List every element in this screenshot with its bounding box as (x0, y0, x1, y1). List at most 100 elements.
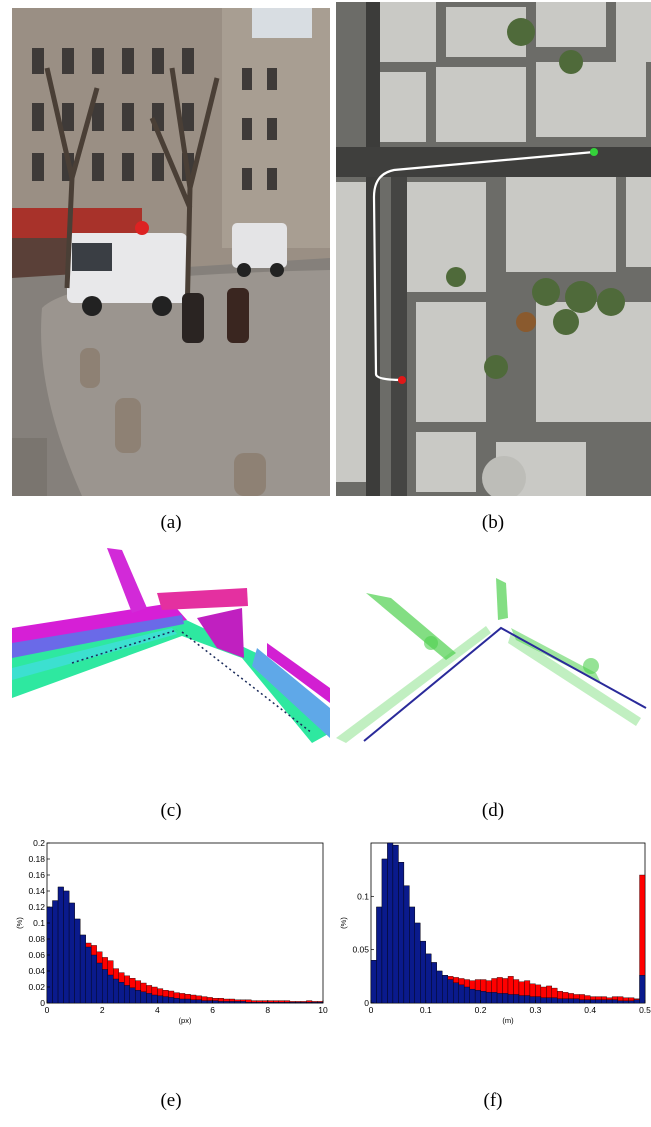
street-view-photo (12, 8, 331, 496)
bar-front-12 (113, 978, 119, 1004)
bar-front-0 (370, 960, 377, 1004)
bar-front-10 (425, 953, 432, 1004)
bar-front-33 (551, 997, 558, 1004)
y-tick-label: 0 (40, 998, 45, 1008)
bar-front-28 (524, 995, 531, 1004)
bar-front-12 (436, 970, 443, 1004)
bar-front-45 (617, 1000, 624, 1004)
bar-front-41 (273, 1002, 280, 1004)
bar-front-3 (63, 890, 70, 1004)
bar-front-28 (201, 1000, 208, 1004)
bar-front-26 (190, 999, 197, 1004)
y-axis-label: (%) (15, 917, 24, 929)
x-tick-label: 2 (100, 1005, 105, 1015)
bar-front-7 (85, 946, 92, 1004)
bar-front-37 (573, 998, 580, 1004)
bar-front-10 (102, 969, 108, 1004)
y-tick-label: 0.06 (28, 950, 45, 960)
bar-front-49 (639, 975, 646, 1004)
bar-front-13 (118, 982, 125, 1004)
bar-front-3 (387, 842, 394, 1004)
histogram-metric-error-svg: 0 0.1 0.2 0.3 0.4 0.5 0 0.05 0.1 (m) (%) (339, 842, 651, 1025)
bar-front-43 (606, 999, 613, 1004)
y-tick-label: 0 (364, 998, 369, 1008)
y-tick-label: 0.02 (28, 982, 45, 992)
x-tick-label: 0 (45, 1005, 50, 1015)
bar-front-11 (431, 962, 437, 1004)
bar-front-23 (173, 998, 180, 1004)
y-axis-label: (%) (339, 917, 348, 929)
bar-front-33 (228, 1001, 235, 1004)
caption-f: (f) (483, 1090, 503, 1111)
bar-front-21 (485, 992, 492, 1004)
x-tick-label: 0.2 (475, 1005, 487, 1015)
y-tick-label: 0.1 (33, 918, 45, 928)
bar-front-43 (284, 1002, 291, 1004)
bar-front-16 (135, 990, 142, 1004)
bar-front-25 (507, 994, 514, 1004)
bar-front-48 (311, 1002, 318, 1004)
bar-front-15 (453, 982, 459, 1004)
bar-front-49 (317, 1002, 324, 1004)
bar-front-9 (96, 962, 103, 1004)
bar-front-36 (245, 1002, 252, 1004)
bar-front-45 (295, 1002, 302, 1004)
bar-front-30 (535, 996, 542, 1004)
y-tick-label: 0.1 (357, 891, 369, 901)
bar-front-2 (381, 858, 388, 1004)
bar-front-4 (392, 844, 399, 1004)
caption-e: (e) (160, 1090, 182, 1111)
histogram-pixel-error: 0 2 4 6 8 10 0 0.02 0.04 0.06 0.08 0.1 0.12 0.14 0.16 0… (0, 835, 330, 1030)
bar-front-37 (251, 1002, 257, 1004)
bar-front-17 (463, 986, 470, 1004)
caption-b: (b) (481, 512, 505, 533)
bar-front-39 (584, 999, 591, 1004)
histogram-pixel-error-svg: 0 2 4 6 8 10 0 0.02 0.04 0.06 0.08 0.1 0.12 0.14 0.16 0… (15, 838, 328, 1025)
bar-front-7 (409, 906, 416, 1004)
caption-a: (a) (160, 512, 182, 533)
y-tick-label: 0.2 (33, 838, 45, 848)
bar-front-24 (179, 998, 186, 1004)
x-tick-label: 0.3 (529, 1005, 541, 1015)
x-tick-label: 0.1 (420, 1005, 432, 1015)
bar-front-21 (162, 996, 169, 1004)
bar-front-35 (240, 1001, 246, 1004)
bar-front-2 (57, 886, 64, 1004)
bar-front-29 (529, 996, 536, 1004)
x-tick-label: 6 (210, 1005, 215, 1015)
bar-front-15 (129, 987, 136, 1004)
bar-front-11 (107, 974, 114, 1004)
bar-front-48 (633, 999, 640, 1004)
bar-front-36 (568, 998, 574, 1004)
bar-front-32 (223, 1001, 230, 1004)
bar-front-14 (124, 985, 130, 1004)
x-tick-label: 4 (155, 1005, 160, 1015)
bar-front-6 (79, 934, 86, 1004)
y-tick-label: 0.08 (28, 934, 45, 944)
x-axis-label: (m) (502, 1016, 514, 1025)
bar-front-39 (262, 1002, 268, 1004)
bar-front-46 (300, 1002, 307, 1004)
bar-front-27 (518, 995, 525, 1004)
bar-front-19 (151, 994, 158, 1004)
bar-front-34 (557, 998, 563, 1004)
point-cloud-trajectory (336, 548, 651, 748)
bar-front-40 (267, 1002, 274, 1004)
bar-front-20 (157, 995, 164, 1004)
bar-front-47 (306, 1002, 313, 1004)
bar-front-40 (590, 999, 596, 1004)
bar-front-8 (414, 922, 421, 1004)
y-tick-label: 0.05 (352, 945, 369, 955)
x-tick-label: 0.5 (639, 1005, 651, 1015)
x-tick-label: 0.4 (584, 1005, 596, 1015)
bar-front-44 (289, 1002, 296, 1004)
bar-front-5 (74, 918, 81, 1004)
x-axis-label: (px) (179, 1016, 192, 1025)
bar-front-47 (628, 1000, 635, 1004)
y-tick-label: 0.04 (28, 966, 45, 976)
bar-front-1 (52, 900, 59, 1004)
bar-front-22 (168, 997, 175, 1004)
bar-front-46 (622, 1000, 629, 1004)
bar-front-24 (502, 993, 509, 1004)
bar-front-38 (579, 999, 585, 1004)
